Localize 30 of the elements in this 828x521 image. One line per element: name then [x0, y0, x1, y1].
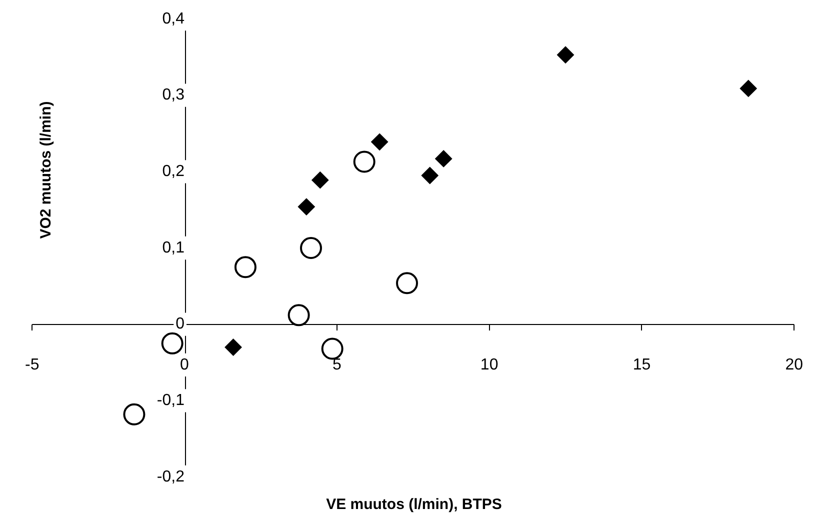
point [435, 150, 452, 168]
y-tick-label: 0,2 [162, 163, 185, 180]
x-tick-label: 15 [632, 356, 651, 374]
point [298, 198, 315, 216]
point [740, 80, 757, 97]
y-tick-label: 0,3 [162, 86, 185, 104]
point [234, 256, 256, 278]
point [288, 304, 310, 326]
point [161, 332, 184, 354]
point [300, 237, 322, 259]
point [224, 338, 242, 356]
y-axis-title: VO2 muutos (l/min) [38, 101, 54, 239]
point [396, 272, 418, 294]
y-tick-label: 0,1 [162, 239, 185, 256]
y-tick-label: 0,4 [162, 10, 185, 28]
point [312, 172, 329, 189]
x-tick-label: 20 [785, 356, 804, 374]
y-tick-label: -0,2 [156, 468, 185, 486]
x-tick-label: -5 [24, 356, 40, 374]
point [557, 46, 574, 64]
x-tick-label: 10 [480, 356, 498, 374]
point [371, 133, 388, 150]
point [321, 338, 344, 360]
point [421, 166, 438, 184]
point [353, 150, 376, 173]
x-tick-label: 5 [332, 356, 342, 374]
y-tick-label: -0,1 [156, 392, 185, 410]
x-axis-title: VE muutos (l/min), BTPS [325, 496, 503, 513]
point [123, 403, 146, 426]
y-tick-label: 0 [176, 316, 185, 333]
